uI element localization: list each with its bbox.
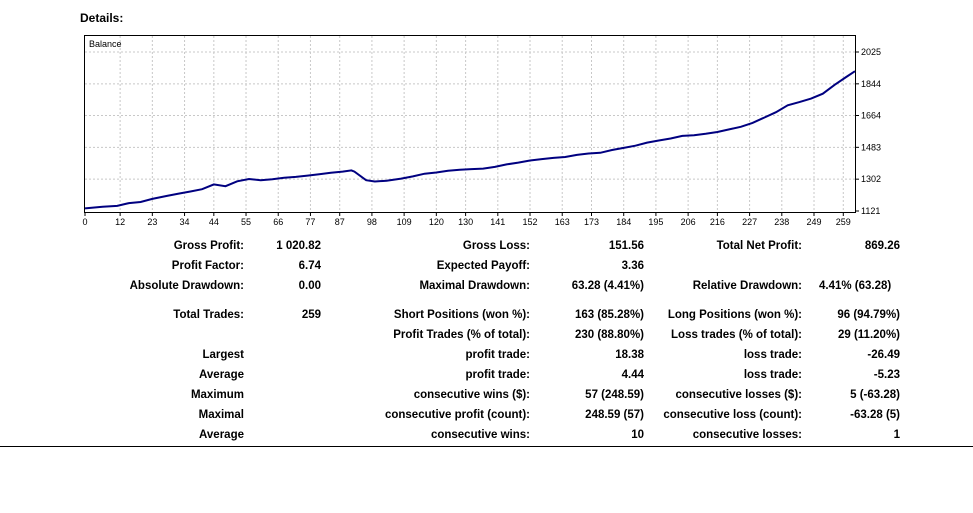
relative-drawdown-label: Relative Drawdown: (692, 280, 802, 292)
average-profit-value: 4.44 (621, 369, 644, 381)
chart-grid (85, 36, 855, 212)
loss-trades-label: Loss trades (% of total): (671, 329, 802, 341)
x-tick-label: 173 (584, 217, 599, 227)
x-tick-label: 77 (305, 217, 315, 227)
average-label: Average (199, 369, 244, 381)
average-loss-label: loss trade: (743, 369, 802, 381)
x-tick-label: 163 (555, 217, 570, 227)
x-tick-label: 206 (681, 217, 696, 227)
x-tick-label: 120 (429, 217, 444, 227)
x-tick-label: 184 (616, 217, 631, 227)
maximal-label: Maximal (198, 409, 244, 421)
chart-plot-area (84, 35, 856, 213)
long-positions-value: 96 (94.79%) (837, 309, 900, 321)
maximal-drawdown-value: 63.28 (4.41%) (571, 280, 644, 292)
x-tick-label: 87 (335, 217, 345, 227)
profit-trades-label: Profit Trades (% of total): (393, 329, 530, 341)
maximal-consecutive-profit-value: 248.59 (57) (585, 409, 644, 421)
details-title: Details: (80, 11, 124, 25)
x-tick-label: 44 (209, 217, 219, 227)
x-tick-label: 249 (806, 217, 821, 227)
total-net-profit-label: Total Net Profit: (716, 240, 802, 252)
y-tick-label: 1483 (861, 142, 881, 152)
maximal-consecutive-loss-value: -63.28 (5) (850, 409, 900, 421)
x-tick-label: 0 (82, 217, 87, 227)
largest-profit-value: 18.38 (615, 349, 644, 361)
chart-y-axis: 1121 1302 1483 1664 1844 2025 (855, 47, 881, 216)
average-loss-value: -5.23 (873, 369, 900, 381)
x-tick-label: 259 (836, 217, 851, 227)
short-positions-label: Short Positions (won %): (393, 309, 530, 321)
x-tick-label: 55 (241, 217, 251, 227)
short-positions-value: 163 (85.28%) (574, 309, 644, 321)
max-consecutive-losses-value: 5 (-63.28) (850, 389, 900, 401)
profit-factor-value: 6.74 (298, 260, 321, 272)
average-consecutive-label: Average (199, 429, 244, 441)
avg-consecutive-wins-label: consecutive wins: (430, 429, 530, 441)
x-tick-label: 109 (397, 217, 412, 227)
maximal-consecutive-loss-label: consecutive loss (count): (663, 409, 802, 421)
gross-profit-value: 1 020.82 (276, 240, 321, 252)
absolute-drawdown-value: 0.00 (298, 280, 321, 292)
x-tick-label: 141 (490, 217, 505, 227)
x-tick-label: 130 (458, 217, 473, 227)
max-consecutive-wins-value: 57 (248.59) (585, 389, 644, 401)
maximum-label: Maximum (190, 389, 244, 401)
avg-consecutive-losses-value: 1 (893, 429, 900, 441)
balance-series-line (84, 70, 856, 210)
x-tick-label: 216 (710, 217, 725, 227)
relative-drawdown-value: 4.41% (63.28) (819, 280, 892, 292)
avg-consecutive-losses-label: consecutive losses: (692, 429, 802, 441)
largest-profit-label: profit trade: (465, 349, 530, 361)
max-consecutive-wins-label: consecutive wins ($): (413, 389, 530, 401)
maximal-consecutive-profit-label: consecutive profit (count): (384, 409, 530, 421)
x-tick-label: 238 (774, 217, 789, 227)
x-tick-label: 98 (367, 217, 377, 227)
expected-payoff-label: Expected Payoff: (436, 260, 530, 272)
maximal-drawdown-label: Maximal Drawdown: (419, 280, 530, 292)
gross-profit-label: Gross Profit: (173, 240, 244, 252)
long-positions-label: Long Positions (won %): (667, 309, 802, 321)
balance-chart: 0 12 23 34 44 55 66 77 87 98 109 120 130 141 152 163 173… (82, 35, 881, 227)
expected-payoff-value: 3.36 (621, 260, 644, 272)
y-tick-label: 1664 (861, 110, 881, 120)
x-tick-label: 23 (147, 217, 157, 227)
y-tick-label: 1302 (861, 174, 881, 184)
profit-trades-value: 230 (88.80%) (574, 329, 644, 341)
largest-loss-value: -26.49 (867, 349, 900, 361)
bottom-divider (0, 446, 973, 447)
chart-legend: Balance (89, 39, 122, 49)
x-tick-label: 195 (648, 217, 663, 227)
y-tick-label: 1121 (861, 206, 880, 216)
chart-x-axis: 0 12 23 34 44 55 66 77 87 98 109 120 130 141 152 163 173… (82, 212, 851, 227)
x-tick-label: 34 (180, 217, 190, 227)
absolute-drawdown-label: Absolute Drawdown: (129, 280, 244, 292)
total-net-profit-value: 869.26 (864, 240, 900, 252)
largest-loss-label: loss trade: (743, 349, 802, 361)
average-profit-label: profit trade: (465, 369, 530, 381)
gross-loss-label: Gross Loss: (462, 240, 530, 252)
largest-label: Largest (202, 349, 244, 361)
gross-loss-value: 151.56 (608, 240, 644, 252)
x-tick-label: 152 (523, 217, 538, 227)
max-consecutive-losses-label: consecutive losses ($): (675, 389, 802, 401)
x-tick-label: 12 (115, 217, 125, 227)
y-tick-label: 2025 (861, 47, 881, 57)
x-tick-label: 227 (742, 217, 757, 227)
y-tick-label: 1844 (861, 79, 881, 89)
loss-trades-value: 29 (11.20%) (837, 329, 900, 341)
avg-consecutive-wins-value: 10 (631, 429, 644, 441)
x-tick-label: 66 (273, 217, 283, 227)
total-trades-value: 259 (301, 309, 321, 321)
profit-factor-label: Profit Factor: (171, 260, 244, 272)
total-trades-label: Total Trades: (173, 309, 244, 321)
